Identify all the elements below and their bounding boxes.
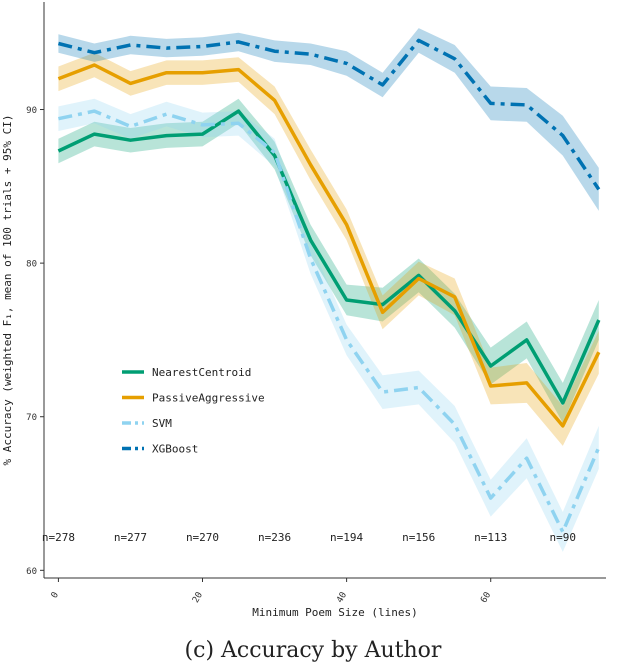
ci-band-nearestcentroid [58,98,599,423]
y-tick-label: 70 [26,413,37,423]
y-tick-label: 60 [26,567,37,577]
legend-label-xgboost: XGBoost [152,443,198,456]
series-line-passiveaggressive [57,63,601,428]
x-tick-label: 20 [191,591,205,605]
y-tick-label: 90 [26,106,37,116]
annotation-label: n=278 [42,531,75,544]
legend-label-passiveaggressive: PassiveAggressive [152,392,265,405]
annotation-label: n=277 [114,531,147,544]
annotation-label: n=156 [402,531,435,544]
x-axis-label: Minimum Poem Size (lines) [252,606,418,619]
series-line-svm [58,109,601,534]
annotation-label: n=113 [474,531,507,544]
axes: 60 70 80 90 0 20 40 60 Minimum Poem Size (lines)… [1,2,606,619]
legend-label-nearestcentroid: NearestCentroid [152,366,251,379]
annotation-label: n=236 [258,531,291,544]
y-axis-label: % Accuracy (weighted F₁, mean of 100 tri… [1,115,14,466]
ci-band-xgboost [58,28,599,211]
annotation-label: n=90 [550,531,577,544]
legend-label-svm: SVM [152,417,172,430]
annotation-label: n=270 [186,531,219,544]
x-tick-label: 40 [335,591,349,605]
ci-band-svm [58,98,599,552]
figure-caption: (c) Accuracy by Author [184,638,442,663]
x-tick-label: 0 [50,591,61,601]
series-line-xgboost [57,38,601,191]
series-lines [57,38,601,534]
y-tick-label: 80 [26,260,37,270]
x-tick-label: 60 [479,591,493,605]
annotation-label: n=194 [330,531,363,544]
sample-size-annotations: n=278 n=277 n=270 n=236 n=194 n=156 n=113 n=90 [42,531,576,544]
legend: NearestCentroid PassiveAggressive SVM XGBoo… [122,366,265,456]
series-line-nearestcentroid [57,109,601,405]
